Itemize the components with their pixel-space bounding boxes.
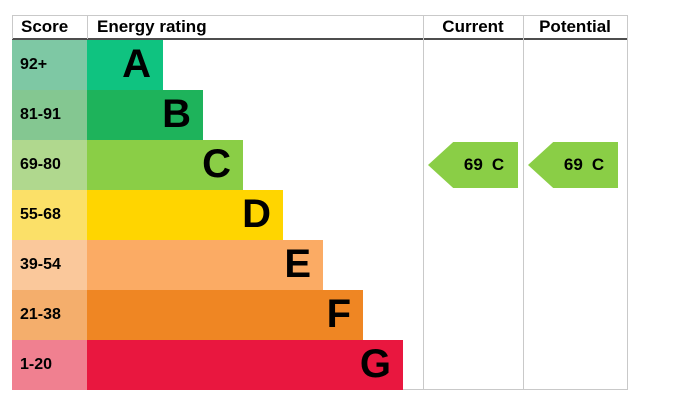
- score-range-a: 92+: [12, 40, 87, 90]
- potential-rating-arrow: 69 C: [528, 142, 618, 188]
- divider-current-left: [423, 15, 424, 390]
- score-range-b: 81-91: [12, 90, 87, 140]
- rating-bar-f: F: [87, 290, 363, 340]
- rating-bar-a: A: [87, 40, 163, 90]
- rating-row-a: 92+ A: [12, 40, 403, 90]
- score-range-e: 39-54: [12, 240, 87, 290]
- score-range-c: 69-80: [12, 140, 87, 190]
- score-range-g: 1-20: [12, 340, 87, 390]
- current-rating-arrow: 69 C: [428, 142, 518, 188]
- table-top-border: [12, 15, 627, 16]
- column-header-potential: Potential: [539, 17, 611, 36]
- divider-score-energy: [87, 15, 88, 39]
- rating-row-e: 39-54 E: [12, 240, 403, 290]
- column-header-score: Score: [21, 17, 69, 36]
- rating-rows: 92+ A 81-91 B 69-80 C 55-68 D 39-54 E 21…: [12, 40, 403, 390]
- rating-row-g: 1-20 G: [12, 340, 403, 390]
- rating-bar-b: B: [87, 90, 203, 140]
- current-rating-value: 69: [463, 155, 483, 174]
- rating-bar-e: E: [87, 240, 323, 290]
- score-range-f: 21-38: [12, 290, 87, 340]
- divider-current-right: [523, 15, 524, 390]
- rating-bar-c: C: [87, 140, 243, 190]
- rating-row-f: 21-38 F: [12, 290, 403, 340]
- rating-row-c: 69-80 C: [12, 140, 403, 190]
- column-header-energy-rating: Energy rating: [97, 17, 207, 36]
- score-range-d: 55-68: [12, 190, 87, 240]
- divider-right: [627, 15, 628, 390]
- potential-rating-band: C: [591, 155, 605, 174]
- divider-left: [12, 15, 13, 39]
- column-header-current: Current: [442, 17, 504, 36]
- rating-row-d: 55-68 D: [12, 190, 403, 240]
- potential-rating-value: 69: [563, 155, 583, 174]
- rating-row-b: 81-91 B: [12, 90, 403, 140]
- header-underline: [12, 38, 627, 40]
- current-rating-band: C: [491, 155, 505, 174]
- rating-bar-g: G: [87, 340, 403, 390]
- rating-bar-d: D: [87, 190, 283, 240]
